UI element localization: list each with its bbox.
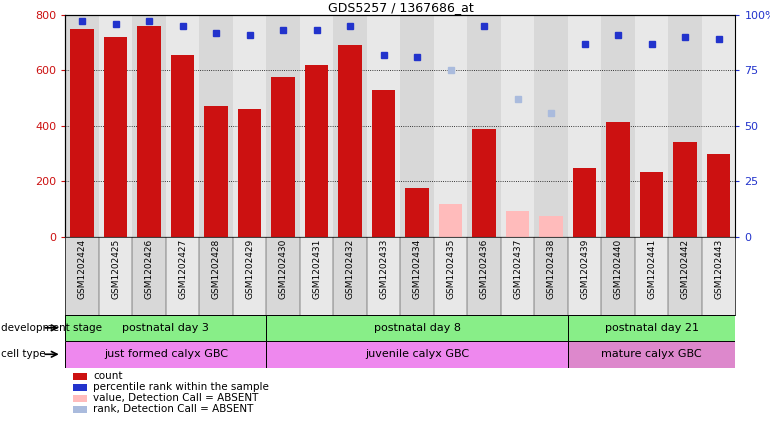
Bar [668, 15, 701, 237]
Bar [634, 237, 668, 315]
Text: GSM1202427: GSM1202427 [178, 239, 187, 299]
Text: GSM1202436: GSM1202436 [480, 239, 489, 299]
Bar [640, 172, 663, 237]
Bar [601, 15, 634, 237]
Bar [205, 107, 228, 237]
Text: juvenile calyx GBC: juvenile calyx GBC [365, 349, 469, 359]
Bar [132, 15, 166, 237]
Bar [506, 211, 529, 237]
Text: GSM1202439: GSM1202439 [580, 239, 589, 299]
Bar [65, 315, 266, 341]
Bar [333, 237, 367, 315]
Bar [199, 237, 233, 315]
Bar [601, 237, 634, 315]
Text: postnatal day 8: postnatal day 8 [373, 323, 460, 333]
Bar [339, 45, 362, 237]
Bar [238, 109, 261, 237]
Text: development stage: development stage [1, 323, 102, 333]
Bar [138, 26, 161, 237]
Bar [372, 90, 395, 237]
Bar [668, 237, 701, 315]
Bar [166, 15, 199, 237]
Bar [473, 129, 496, 237]
Bar [400, 15, 434, 237]
Bar [333, 15, 367, 237]
Text: percentile rank within the sample: percentile rank within the sample [93, 382, 269, 393]
Bar [568, 315, 735, 341]
Bar [367, 237, 400, 315]
Text: rank, Detection Call = ABSENT: rank, Detection Call = ABSENT [93, 404, 253, 415]
Bar [99, 15, 132, 237]
Text: GSM1202430: GSM1202430 [279, 239, 288, 299]
Title: GDS5257 / 1367686_at: GDS5257 / 1367686_at [327, 1, 474, 14]
Bar [634, 15, 668, 237]
Bar [305, 65, 328, 237]
Bar [500, 237, 534, 315]
Text: GSM1202428: GSM1202428 [212, 239, 221, 299]
Bar [439, 203, 462, 237]
Bar [300, 15, 333, 237]
Bar [568, 237, 601, 315]
Bar [367, 15, 400, 237]
Bar [607, 122, 630, 237]
Bar [568, 341, 735, 368]
Text: GSM1202438: GSM1202438 [547, 239, 556, 299]
Bar [701, 237, 735, 315]
Text: GSM1202425: GSM1202425 [111, 239, 120, 299]
Text: GSM1202442: GSM1202442 [681, 239, 690, 299]
Bar [99, 237, 132, 315]
Bar [65, 15, 99, 237]
Bar [65, 237, 99, 315]
Text: GSM1202443: GSM1202443 [714, 239, 723, 299]
Bar [573, 168, 596, 237]
Bar [266, 15, 300, 237]
Bar [568, 15, 601, 237]
Text: value, Detection Call = ABSENT: value, Detection Call = ABSENT [93, 393, 259, 404]
Bar [233, 15, 266, 237]
Bar [300, 237, 333, 315]
Bar [171, 55, 194, 237]
Bar [500, 15, 534, 237]
Bar [166, 237, 199, 315]
Bar [534, 237, 568, 315]
Text: GSM1202429: GSM1202429 [245, 239, 254, 299]
Bar [434, 237, 467, 315]
Bar [674, 143, 697, 237]
Text: GSM1202433: GSM1202433 [379, 239, 388, 299]
Text: GSM1202424: GSM1202424 [78, 239, 87, 299]
Text: postnatal day 21: postnatal day 21 [604, 323, 698, 333]
Text: just formed calyx GBC: just formed calyx GBC [104, 349, 228, 359]
Bar [266, 237, 300, 315]
Bar [467, 15, 500, 237]
Bar [540, 216, 563, 237]
Bar [132, 237, 166, 315]
Text: GSM1202434: GSM1202434 [413, 239, 422, 299]
Bar [701, 15, 735, 237]
Text: cell type: cell type [1, 349, 45, 359]
Bar [534, 15, 568, 237]
Text: GSM1202435: GSM1202435 [446, 239, 455, 299]
Bar [400, 237, 434, 315]
Bar [199, 15, 233, 237]
Bar [266, 341, 568, 368]
Bar [266, 315, 568, 341]
Text: GSM1202426: GSM1202426 [145, 239, 154, 299]
Bar [233, 237, 266, 315]
Bar [104, 37, 127, 237]
Bar [467, 237, 500, 315]
Text: GSM1202441: GSM1202441 [647, 239, 656, 299]
Bar [434, 15, 467, 237]
Text: GSM1202432: GSM1202432 [346, 239, 355, 299]
Bar [272, 77, 295, 237]
Bar [707, 154, 730, 237]
Text: GSM1202437: GSM1202437 [513, 239, 522, 299]
Text: GSM1202440: GSM1202440 [614, 239, 623, 299]
Text: count: count [93, 371, 122, 382]
Text: postnatal day 3: postnatal day 3 [122, 323, 209, 333]
Bar [65, 341, 266, 368]
Text: mature calyx GBC: mature calyx GBC [601, 349, 702, 359]
Text: GSM1202431: GSM1202431 [312, 239, 321, 299]
Bar [71, 29, 94, 237]
Bar [406, 188, 429, 237]
